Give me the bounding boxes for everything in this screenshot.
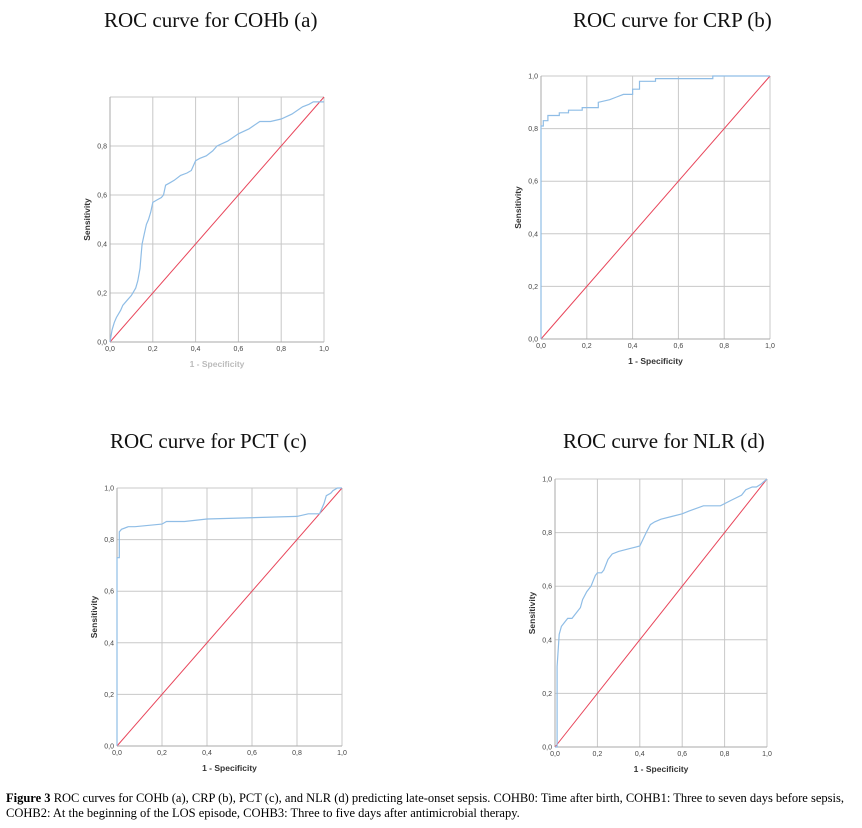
x-tick-label: 0,6 [677,751,687,758]
x-tick-label: 0,8 [292,750,302,757]
y-axis-label: Sensitivity [513,186,523,229]
x-axis-label: 1 - Specificity [190,359,245,369]
y-tick-label: 1,0 [528,74,538,81]
x-tick-label: 0,4 [635,751,645,758]
figure-caption: Figure 3 ROC curves for COHb (a), CRP (b… [6,791,858,821]
x-axis-label: 1 - Specificity [634,764,689,774]
x-tick-label: 0,4 [202,750,212,757]
x-tick-label: 0,2 [157,750,167,757]
y-tick-label: 0,8 [104,537,114,544]
x-tick-label: 1,0 [337,750,347,757]
y-tick-label: 0,0 [528,337,538,344]
y-tick-label: 0,6 [528,179,538,186]
y-axis-label: Sensitivity [527,591,537,634]
x-axis-label: 1 - Specificity [628,356,683,366]
y-tick-label: 0,4 [528,231,538,238]
y-tick-label: 0,2 [104,692,114,699]
panel-title-b: ROC curve for CRP (b) [573,8,772,32]
y-tick-label: 0,2 [542,691,552,698]
panel-title-d: ROC curve for NLR (d) [563,429,765,453]
y-tick-label: 0,4 [97,242,107,249]
y-tick-label: 0,6 [104,589,114,596]
x-tick-label: 0,0 [105,346,115,353]
x-tick-label: 1,0 [762,751,772,758]
x-tick-label: 0,4 [191,346,201,353]
y-tick-label: 0,0 [97,340,107,347]
y-tick-label: 0,8 [542,530,552,537]
reference-line [116,487,343,747]
panel-title-a: ROC curve for COHb (a) [104,8,318,32]
roc-curve-line [116,487,342,746]
y-tick-label: 0,2 [528,284,538,291]
roc-chart-pct: 0,0 0,2 0,4 0,6 0,8 1,0 0,0 0,2 0,4 0,6 0,8 1,0 1 - … [89,486,347,774]
x-tick-label: 1,0 [765,343,775,350]
roc-chart-crp: 0,0 0,2 0,4 0,6 0,8 1,0 0,0 0,2 0,4 0,6 0,8 1,0 1 - … [513,74,775,367]
x-tick-label: 0,8 [276,346,286,353]
x-tick-label: 0,0 [112,750,122,757]
x-tick-label: 0,6 [674,343,684,350]
x-tick-label: 0,4 [628,343,638,350]
y-tick-label: 0,8 [97,144,107,151]
reference-line [540,75,771,340]
y-tick-label: 1,0 [542,477,552,484]
reference-line [109,96,325,343]
y-axis-label: Sensitivity [82,198,92,241]
x-tick-label: 0,0 [550,751,560,758]
x-tick-label: 0,8 [720,751,730,758]
roc-curve-line [555,478,768,748]
y-tick-label: 0,4 [104,640,114,647]
y-tick-label: 0,2 [97,291,107,298]
roc-curve-line [109,101,324,343]
figure-caption-text: ROC curves for COHb (a), CRP (b), PCT (c… [6,791,844,820]
y-tick-label: 0,0 [104,744,114,751]
x-tick-label: 0,6 [247,750,257,757]
figure-caption-label: Figure 3 [6,791,51,805]
y-tick-label: 0,6 [542,584,552,591]
y-tick-label: 0,0 [542,745,552,752]
reference-line [554,478,768,748]
x-tick-label: 0,0 [536,343,546,350]
y-axis-label: Sensitivity [89,595,99,638]
y-tick-label: 0,6 [97,193,107,200]
panel-title-c: ROC curve for PCT (c) [110,429,307,453]
roc-chart-nlr: 0,0 0,2 0,4 0,6 0,8 1,0 0,0 0,2 0,4 0,6 0,8 1,0 1 - … [527,477,772,775]
x-axis-label: 1 - Specificity [202,763,257,773]
y-tick-label: 0,4 [542,637,552,644]
roc-chart-cohb: 0,0 0,2 0,4 0,6 0,8 1,0 0,0 0,2 0,4 0,6 0,8 1 - Spe… [82,96,329,369]
x-tick-label: 1,0 [319,346,329,353]
roc-curve-line [540,75,770,339]
x-tick-label: 0,2 [593,751,603,758]
y-tick-label: 1,0 [104,486,114,493]
x-tick-label: 0,2 [148,346,158,353]
x-tick-label: 0,2 [582,343,592,350]
x-tick-label: 0,6 [234,346,244,353]
y-tick-label: 0,8 [528,126,538,133]
x-tick-label: 0,8 [719,343,729,350]
